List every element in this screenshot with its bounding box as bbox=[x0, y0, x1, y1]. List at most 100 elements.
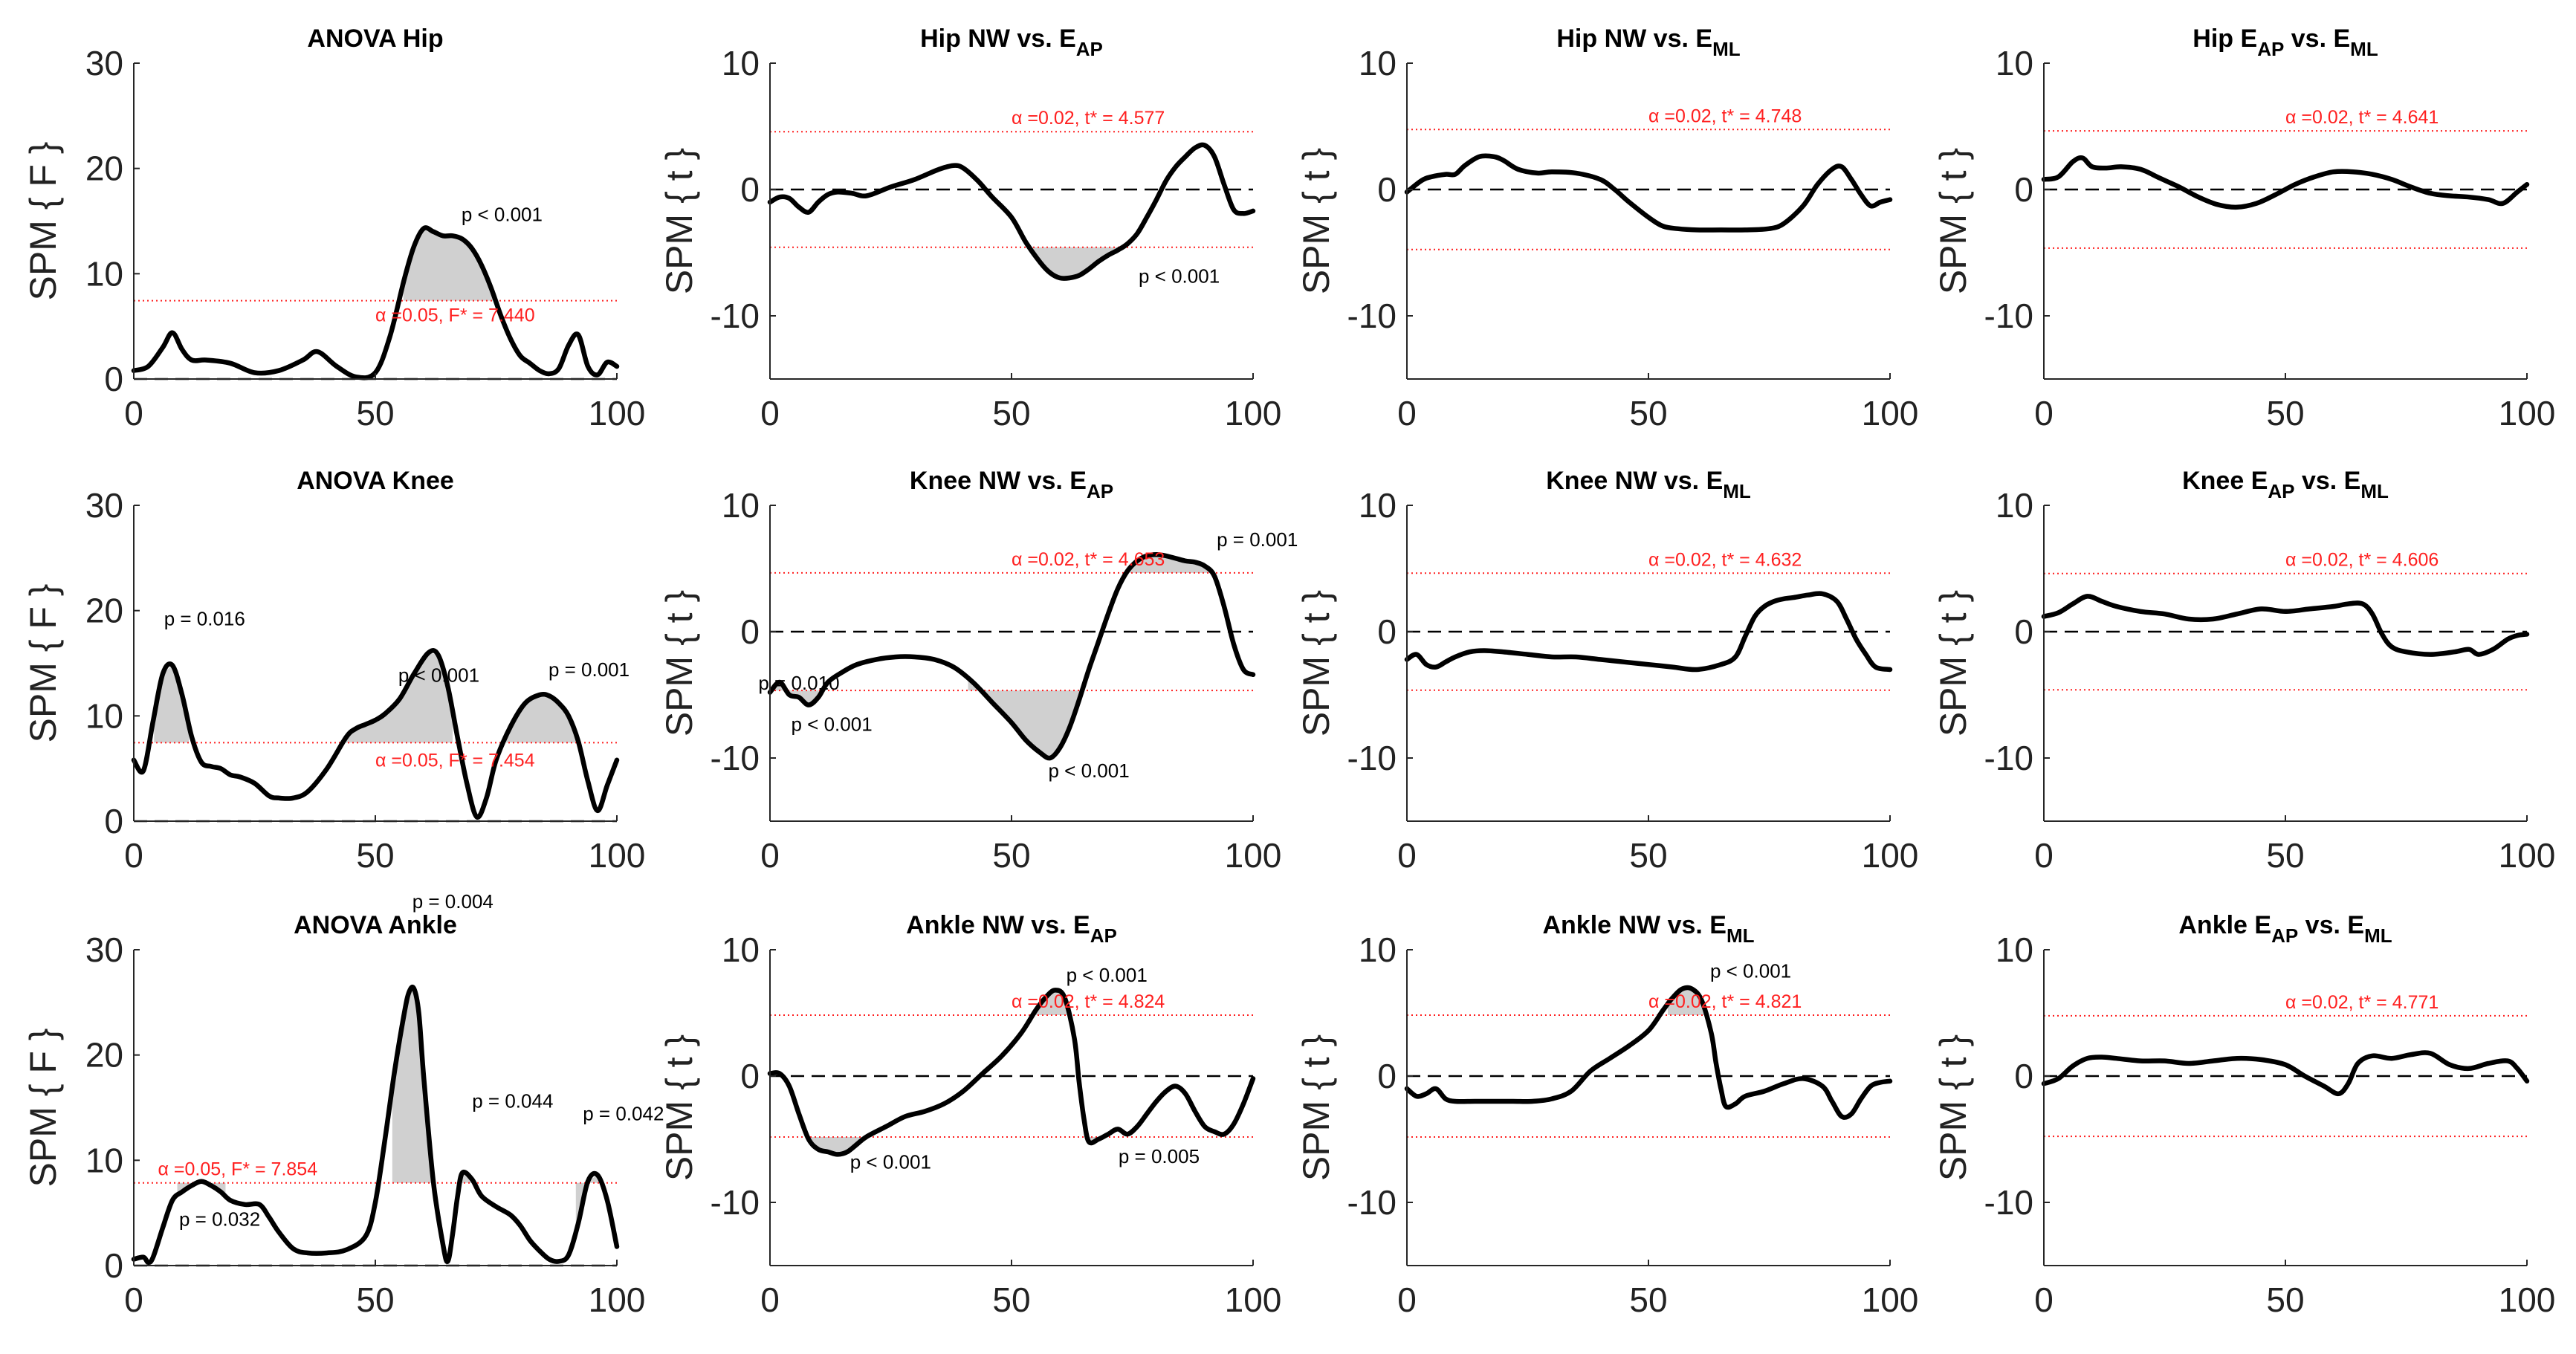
y-axis-label: SPM { t } bbox=[1932, 148, 1974, 294]
threshold-label: α =0.05, F* = 7.454 bbox=[375, 750, 535, 771]
cluster-shade bbox=[968, 678, 1084, 758]
x-tick-label: 50 bbox=[1629, 394, 1667, 433]
title-subscript: ML bbox=[1723, 480, 1751, 502]
x-tick-label: 50 bbox=[2266, 394, 2304, 433]
x-tick-label: 100 bbox=[1862, 394, 1919, 433]
y-tick-label: 10 bbox=[1359, 930, 1397, 969]
x-tick-label: 0 bbox=[124, 1280, 143, 1319]
y-tick-label: 10 bbox=[85, 696, 123, 735]
cluster-p-label: p < 0.001 bbox=[1049, 759, 1130, 782]
y-tick-label: 0 bbox=[740, 170, 760, 209]
threshold-label: α =0.02, t* = 4.748 bbox=[1648, 106, 1802, 126]
y-axis-label: SPM { F } bbox=[22, 584, 64, 743]
y-tick-label: 0 bbox=[1377, 1057, 1397, 1095]
y-tick-label: 0 bbox=[740, 1057, 760, 1095]
y-axis-label: SPM { t } bbox=[1932, 1034, 1974, 1181]
x-tick-label: 100 bbox=[2499, 836, 2556, 875]
title-part: Ankle E bbox=[2178, 911, 2271, 939]
cluster-shade bbox=[343, 652, 453, 743]
x-tick-label: 100 bbox=[1225, 836, 1282, 875]
y-tick-label: 10 bbox=[1996, 486, 2033, 525]
y-axis-label: SPM { t } bbox=[1295, 1034, 1337, 1181]
cluster-p-label: p < 0.001 bbox=[850, 1151, 931, 1173]
y-tick-label: 10 bbox=[722, 44, 760, 82]
cluster-p-label: p = 0.032 bbox=[179, 1208, 260, 1231]
x-tick-label: 0 bbox=[1397, 836, 1417, 875]
threshold-label: α =0.02, t* = 4.824 bbox=[1012, 991, 1165, 1012]
x-tick-label: 0 bbox=[2034, 1280, 2054, 1319]
title-subscript: ML bbox=[2360, 480, 2389, 502]
spm-curve bbox=[767, 988, 1256, 1157]
y-tick-label: 0 bbox=[1377, 170, 1397, 209]
panel-title: Hip EAP vs. EML bbox=[2192, 25, 2378, 60]
y-tick-label: 10 bbox=[1996, 930, 2033, 969]
x-tick-label: 50 bbox=[356, 1280, 394, 1319]
cluster-shade bbox=[403, 228, 493, 301]
y-tick-label: 20 bbox=[85, 592, 123, 630]
panel-title: Ankle EAP vs. EML bbox=[2178, 911, 2392, 947]
title-part: Hip E bbox=[2192, 25, 2257, 53]
x-tick-label: 50 bbox=[2266, 1280, 2304, 1319]
y-tick-label: 10 bbox=[85, 1141, 123, 1179]
x-tick-label: 50 bbox=[992, 1280, 1030, 1319]
cluster-p-label: p = 0.005 bbox=[1119, 1145, 1200, 1167]
y-tick-label: -10 bbox=[1984, 739, 2033, 777]
y-axis-label: SPM { t } bbox=[1295, 590, 1337, 736]
y-tick-label: 10 bbox=[722, 486, 760, 525]
title-part: ANOVA Hip bbox=[307, 25, 443, 53]
cluster-shade bbox=[1033, 990, 1069, 1018]
x-tick-label: 100 bbox=[589, 836, 646, 875]
y-axis-label: SPM { F } bbox=[22, 142, 64, 301]
y-axis-label: SPM { t } bbox=[658, 1034, 700, 1181]
y-tick-label: -10 bbox=[1984, 297, 2033, 335]
x-tick-label: 0 bbox=[124, 836, 143, 875]
title-part: Hip NW vs. E bbox=[920, 25, 1076, 53]
x-tick-label: 100 bbox=[2499, 1280, 2556, 1319]
y-axis-label: SPM { t } bbox=[1295, 148, 1337, 294]
panel-title: Knee NW vs. EAP bbox=[910, 467, 1113, 502]
title-subscript: AP bbox=[1087, 480, 1113, 502]
panel-title: ANOVA Knee bbox=[297, 467, 454, 495]
panel-title: Hip NW vs. EML bbox=[1556, 25, 1740, 60]
y-tick-label: 20 bbox=[85, 1036, 123, 1075]
x-tick-label: 0 bbox=[2034, 836, 2054, 875]
spm-curve bbox=[131, 225, 620, 380]
title-part: Knee NW vs. E bbox=[1546, 467, 1723, 495]
y-tick-label: 0 bbox=[2014, 612, 2033, 651]
x-tick-label: 50 bbox=[1629, 836, 1667, 875]
x-tick-label: 0 bbox=[124, 394, 143, 433]
x-tick-label: 50 bbox=[1629, 1280, 1667, 1319]
title-subscript: AP bbox=[2268, 480, 2294, 502]
cluster-p-label: p < 0.001 bbox=[1067, 964, 1148, 986]
x-tick-label: 100 bbox=[1225, 1280, 1282, 1319]
cluster-p-label: p = 0.044 bbox=[472, 1089, 553, 1112]
threshold-label: α =0.02, t* = 4.771 bbox=[2285, 992, 2439, 1013]
panel-title: Knee EAP vs. EML bbox=[2182, 467, 2389, 502]
threshold-label: α =0.05, F* = 7.440 bbox=[375, 305, 535, 326]
panel-title: ANOVA Hip bbox=[307, 25, 443, 53]
title-part: Knee E bbox=[2182, 467, 2268, 495]
y-tick-label: 10 bbox=[1996, 44, 2033, 82]
cluster-shade bbox=[457, 1173, 472, 1197]
cluster-p-label: p < 0.001 bbox=[1710, 960, 1791, 982]
panel-anova-ankle: 0 10 20 30 0 50 100 SPM { F } ANOVA Ankle α =0.05… bbox=[22, 890, 664, 1319]
title-part: Knee NW vs. E bbox=[910, 467, 1087, 495]
y-tick-label: 10 bbox=[722, 930, 760, 969]
y-tick-label: -10 bbox=[1347, 1183, 1397, 1222]
x-tick-label: 50 bbox=[356, 836, 394, 875]
y-tick-label: -10 bbox=[711, 1183, 760, 1222]
cluster-shade bbox=[154, 665, 190, 743]
y-tick-label: -10 bbox=[1347, 297, 1397, 335]
y-tick-label: 10 bbox=[1359, 44, 1397, 82]
y-tick-label: 0 bbox=[2014, 1057, 2033, 1095]
x-tick-label: 0 bbox=[2034, 394, 2054, 433]
threshold-label: α =0.02, t* = 4.641 bbox=[2285, 107, 2439, 128]
title-part: Ankle NW vs. E bbox=[1542, 911, 1726, 939]
title-part: vs. E bbox=[2298, 911, 2364, 939]
spm-curve bbox=[2041, 594, 2530, 657]
y-tick-label: 0 bbox=[104, 1246, 123, 1285]
